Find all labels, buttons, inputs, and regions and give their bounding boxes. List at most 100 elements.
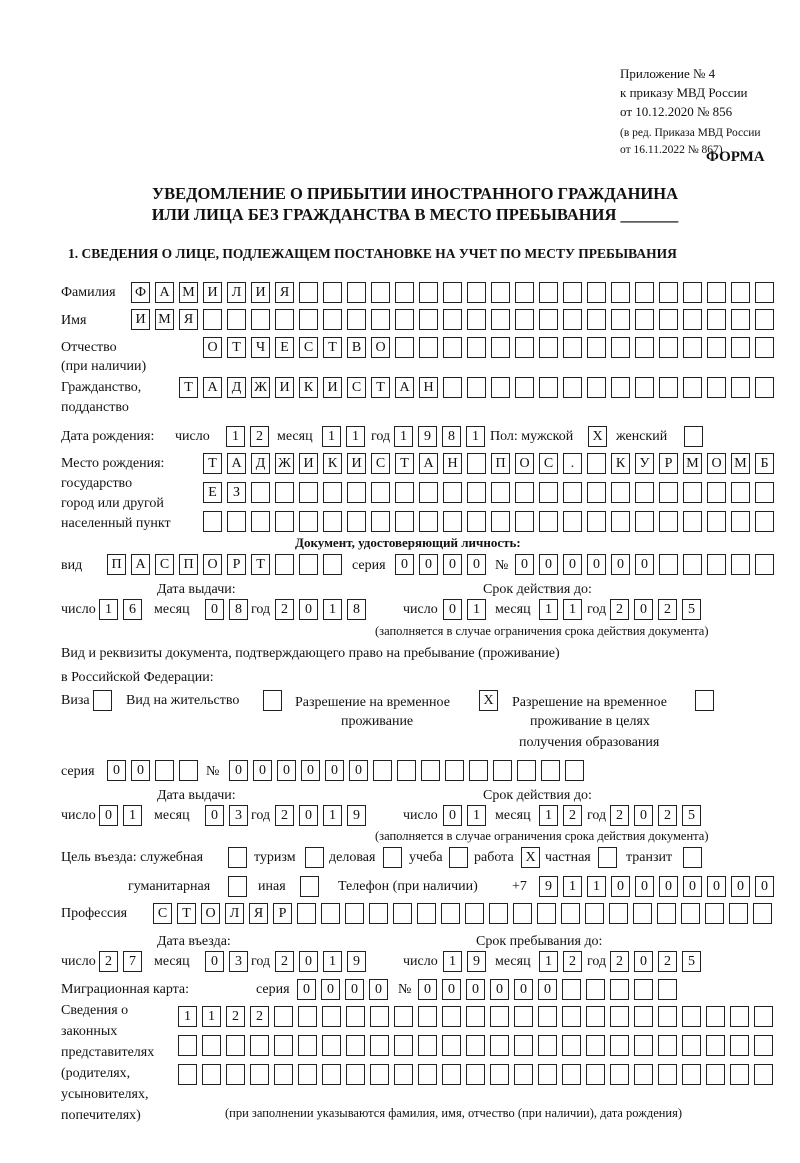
char-cell[interactable]: В (347, 337, 366, 358)
char-cell[interactable] (395, 511, 414, 532)
char-cell[interactable] (565, 760, 584, 781)
char-cell[interactable] (347, 511, 366, 532)
char-cell[interactable]: 1 (322, 426, 341, 447)
char-cell[interactable] (467, 453, 486, 474)
char-cell[interactable]: П (179, 554, 198, 575)
char-cell[interactable] (611, 511, 630, 532)
char-cell[interactable] (753, 903, 772, 924)
char-cell[interactable]: 1 (467, 805, 486, 826)
char-cell[interactable] (633, 903, 652, 924)
char-cell[interactable]: 2 (275, 599, 294, 620)
char-cell[interactable] (469, 760, 488, 781)
char-cell[interactable] (683, 337, 702, 358)
char-cell[interactable] (202, 1035, 221, 1056)
char-cell[interactable] (299, 511, 318, 532)
char-cell[interactable] (203, 511, 222, 532)
char-cell[interactable] (515, 337, 534, 358)
char-cell[interactable] (585, 903, 604, 924)
char-cell[interactable] (417, 903, 436, 924)
char-cell[interactable] (683, 282, 702, 303)
char-cell[interactable] (297, 903, 316, 924)
char-cell[interactable] (467, 482, 486, 503)
char-cell[interactable]: 0 (205, 951, 224, 972)
char-cell[interactable] (682, 1064, 701, 1085)
char-cell[interactable]: 1 (587, 876, 606, 897)
char-cell[interactable]: 2 (99, 951, 118, 972)
char-cell[interactable] (634, 1006, 653, 1027)
char-cell[interactable]: А (131, 554, 150, 575)
char-cell[interactable]: 1 (467, 599, 486, 620)
char-cell[interactable]: Р (273, 903, 292, 924)
char-cell[interactable] (322, 1035, 341, 1056)
char-cell[interactable] (250, 1035, 269, 1056)
char-cell[interactable] (394, 1064, 413, 1085)
char-cell[interactable] (419, 337, 438, 358)
char-cell[interactable] (347, 282, 366, 303)
char-cell[interactable] (755, 377, 774, 398)
char-cell[interactable]: 0 (539, 554, 558, 575)
char-cell[interactable]: 0 (707, 876, 726, 897)
char-cell[interactable]: 1 (323, 599, 342, 620)
char-cell[interactable]: С (299, 337, 318, 358)
char-cell[interactable]: 0 (443, 554, 462, 575)
char-cell[interactable] (371, 282, 390, 303)
char-cell[interactable] (395, 482, 414, 503)
char-cell[interactable]: 0 (349, 760, 368, 781)
char-cell[interactable] (251, 482, 270, 503)
char-cell[interactable]: С (155, 554, 174, 575)
char-cell[interactable] (634, 1035, 653, 1056)
char-cell[interactable]: 0 (515, 554, 534, 575)
char-cell[interactable] (610, 1064, 629, 1085)
char-cell[interactable] (443, 309, 462, 330)
char-cell[interactable] (707, 511, 726, 532)
char-cell[interactable]: 2 (250, 1006, 269, 1027)
char-cell[interactable] (393, 903, 412, 924)
char-cell[interactable]: 1 (202, 1006, 221, 1027)
char-cell[interactable]: 9 (418, 426, 437, 447)
char-cell[interactable] (681, 903, 700, 924)
char-cell[interactable]: И (299, 453, 318, 474)
char-cell[interactable] (491, 511, 510, 532)
char-cell[interactable]: 0 (299, 805, 318, 826)
char-cell[interactable] (695, 690, 714, 711)
char-cell[interactable] (93, 690, 112, 711)
char-cell[interactable]: 0 (683, 876, 702, 897)
char-cell[interactable]: Т (177, 903, 196, 924)
char-cell[interactable]: Т (395, 453, 414, 474)
char-cell[interactable] (682, 1035, 701, 1056)
char-cell[interactable] (449, 847, 468, 868)
char-cell[interactable] (586, 979, 605, 1000)
char-cell[interactable] (419, 511, 438, 532)
char-cell[interactable]: Л (225, 903, 244, 924)
char-cell[interactable]: М (155, 309, 174, 330)
char-cell[interactable] (514, 1006, 533, 1027)
char-cell[interactable]: П (491, 453, 510, 474)
char-cell[interactable] (321, 903, 340, 924)
char-cell[interactable] (659, 377, 678, 398)
char-cell[interactable]: 2 (610, 599, 629, 620)
char-cell[interactable] (371, 309, 390, 330)
char-cell[interactable] (467, 377, 486, 398)
char-cell[interactable] (466, 1064, 485, 1085)
char-cell[interactable]: Е (275, 337, 294, 358)
char-cell[interactable]: Я (179, 309, 198, 330)
char-cell[interactable] (561, 903, 580, 924)
char-cell[interactable]: 1 (123, 805, 142, 826)
char-cell[interactable]: А (227, 453, 246, 474)
char-cell[interactable] (373, 760, 392, 781)
char-cell[interactable]: О (203, 554, 222, 575)
char-cell[interactable] (465, 903, 484, 924)
char-cell[interactable]: X (479, 690, 498, 711)
char-cell[interactable] (491, 377, 510, 398)
char-cell[interactable] (537, 903, 556, 924)
char-cell[interactable] (493, 760, 512, 781)
char-cell[interactable] (466, 1035, 485, 1056)
char-cell[interactable]: 5 (682, 599, 701, 620)
char-cell[interactable]: 0 (538, 979, 557, 1000)
char-cell[interactable]: И (323, 377, 342, 398)
char-cell[interactable] (299, 554, 318, 575)
char-cell[interactable] (610, 979, 629, 1000)
char-cell[interactable]: Ч (251, 337, 270, 358)
char-cell[interactable]: К (299, 377, 318, 398)
char-cell[interactable] (730, 1064, 749, 1085)
